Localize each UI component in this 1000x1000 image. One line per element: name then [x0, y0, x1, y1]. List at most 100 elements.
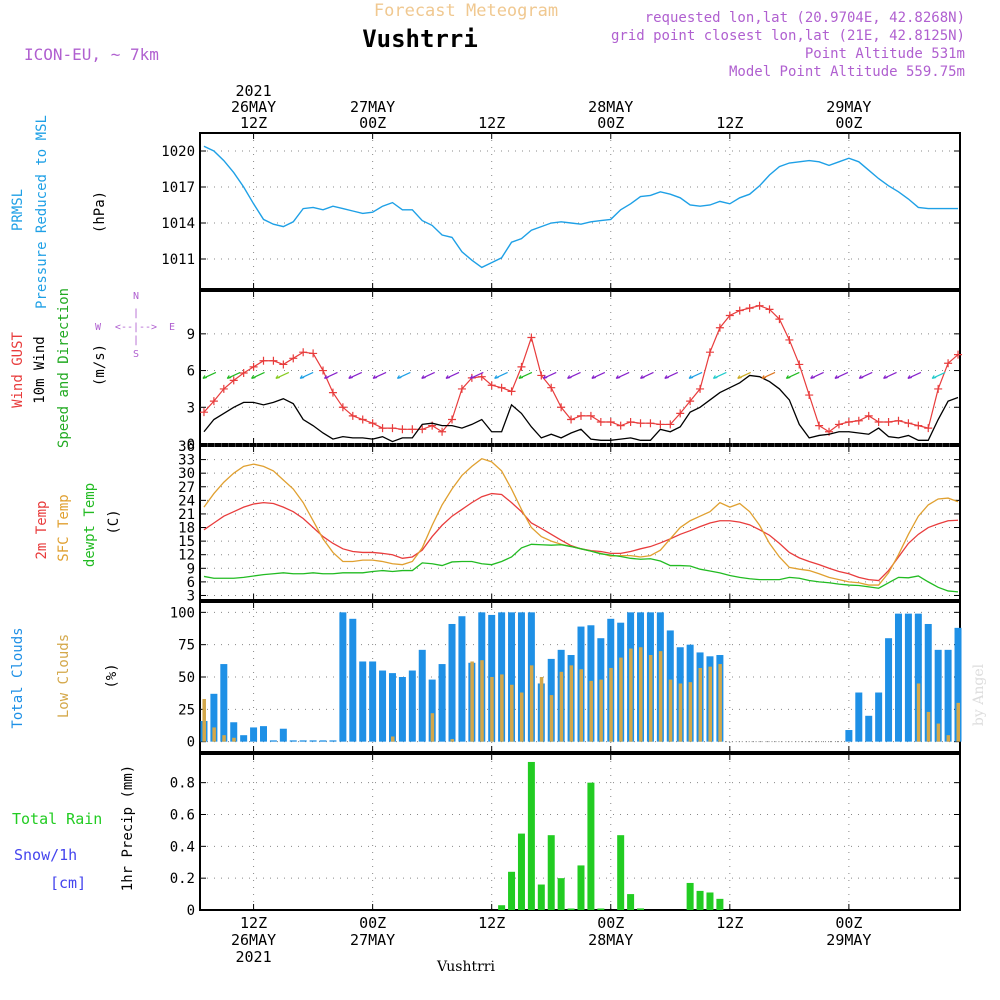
gust-marker [934, 384, 943, 393]
total-clouds-bar [329, 740, 337, 742]
wind-direction-arrow [372, 371, 387, 380]
rain-bar [706, 892, 714, 910]
low-clouds-bar [569, 665, 574, 742]
total-rain-label: Total Rain [12, 810, 102, 828]
total-clouds-bar [894, 613, 902, 742]
gust-marker [924, 424, 933, 433]
gust-marker [497, 383, 506, 392]
total-clouds-bar [954, 627, 962, 742]
time-label-bottom: 00Z [835, 914, 862, 932]
point-altitude: Point Altitude 531m [805, 46, 965, 62]
gust-marker [735, 306, 744, 315]
gust-marker [358, 415, 367, 424]
total-clouds-bar [885, 638, 893, 742]
gust-marker [874, 417, 883, 426]
low-clouds-bar [688, 682, 693, 742]
gust-marker [368, 419, 377, 428]
compass-arrows-v2: | [133, 335, 139, 346]
total-clouds-bar [369, 661, 377, 742]
wind-direction-arrow [251, 371, 265, 380]
low-clouds-bar [222, 735, 226, 742]
total-clouds-bar [359, 661, 367, 742]
ytick-label: 0 [187, 903, 195, 919]
gust-marker [408, 425, 417, 434]
gust-marker [705, 348, 714, 357]
rain-bar [537, 884, 545, 910]
gust-marker [328, 388, 337, 397]
rain-bar [716, 898, 724, 910]
gust-marker [844, 417, 853, 426]
low-clouds-bar [708, 666, 712, 742]
wind-direction-arrow [688, 371, 703, 380]
wind-direction-arrow [396, 371, 411, 380]
gust-marker [606, 417, 615, 426]
low-clouds-bar [480, 660, 484, 742]
wind-direction-arrow [737, 371, 751, 380]
gust-marker [378, 424, 387, 433]
low-clouds-bar [510, 684, 514, 742]
wind-direction-arrow [226, 371, 241, 380]
gust-marker [557, 403, 566, 412]
low-clouds-bar [212, 727, 216, 742]
gust-marker [715, 323, 724, 332]
footer-station: Vushtrri [436, 959, 495, 975]
wind-direction-arrow [785, 371, 800, 380]
wind-direction-arrow [883, 371, 897, 380]
gust-marker [914, 421, 923, 430]
time-label-bottom: 00Z [597, 914, 624, 932]
ytick-label: 0.2 [170, 871, 195, 887]
gust-marker [815, 421, 824, 430]
time-label-top: 00Z [835, 114, 862, 132]
ytick-label: 75 [178, 638, 195, 654]
dewpt-label: dewpt Temp [82, 483, 98, 567]
time-label-top: 12Z [240, 114, 267, 132]
ytick-label: 9 [187, 561, 195, 577]
ytick-label: 30 [178, 466, 195, 482]
rain-bar [508, 871, 516, 910]
gust-marker [864, 411, 873, 420]
wind-direction-arrow [494, 371, 508, 380]
gust-marker [785, 335, 794, 344]
low-clouds-bar [490, 677, 494, 742]
gust-marker [239, 369, 248, 378]
low-clouds-bar [946, 735, 951, 742]
total-clouds-bar [309, 740, 317, 742]
gust-marker [199, 408, 208, 417]
gust-marker [854, 416, 863, 425]
rain-bar [498, 905, 506, 910]
low-clouds-bar [232, 737, 236, 742]
ytick-label: 1017 [161, 180, 195, 196]
total-clouds-bar [418, 649, 426, 742]
ytick-label: 0.6 [170, 807, 195, 823]
model-point-altitude: Model Point Altitude 559.75m [729, 64, 965, 80]
total-clouds-bar [944, 649, 952, 742]
panel-frame [199, 445, 961, 601]
low-clouds-bar [926, 711, 931, 742]
low-clouds-bar [629, 648, 633, 742]
wind-unit: (m/s) [92, 344, 108, 386]
rain-bar [627, 894, 635, 910]
ytick-label: 1014 [161, 216, 195, 232]
total-clouds-bar [398, 677, 406, 742]
gust-marker [616, 421, 625, 430]
low-clouds-bar [500, 674, 504, 742]
gust-marker [209, 397, 218, 406]
meteogram-subtitle: Forecast Meteogram [374, 1, 558, 21]
total-clouds-bar [289, 740, 297, 742]
ytick-label: 18 [178, 521, 195, 537]
total-clouds-bar [220, 664, 228, 742]
compass-rose: N S W E <--|--> | | [95, 291, 175, 360]
gust-marker [438, 427, 447, 436]
ytick-label: 6 [187, 575, 195, 591]
pressure-line [203, 145, 959, 269]
low-clouds-bar [430, 713, 435, 742]
total-clouds-bar [379, 670, 387, 742]
low-clouds-bar [202, 698, 206, 742]
wind-direction-arrow [469, 371, 484, 380]
wind10m-label: 10m Wind [32, 336, 48, 403]
time-label-top: 28MAY [588, 98, 633, 116]
time-label-top: 2021 [236, 82, 272, 100]
total-clouds-bar [875, 692, 883, 742]
time-label-bottom: 12Z [478, 914, 505, 932]
low-clouds-bar [470, 661, 474, 742]
